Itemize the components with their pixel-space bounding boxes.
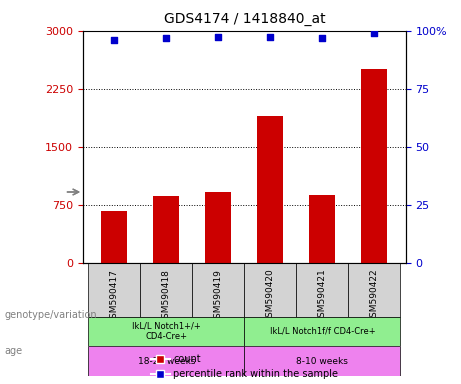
Text: IkL/L Notch1+/+
CD4-Cre+: IkL/L Notch1+/+ CD4-Cre+ [132,322,201,341]
Text: 18-20 weeks: 18-20 weeks [137,357,195,366]
Text: age: age [5,346,23,356]
FancyBboxPatch shape [244,263,296,316]
Bar [257,116,284,263]
FancyBboxPatch shape [140,263,192,316]
Point [215,33,222,40]
Legend: count, percentile rank within the sample: count, percentile rank within the sample [147,350,342,383]
FancyBboxPatch shape [296,263,349,316]
Point [266,33,274,40]
Text: GSM590417: GSM590417 [110,269,119,324]
FancyBboxPatch shape [88,346,244,376]
Text: 8-10 weeks: 8-10 weeks [296,357,349,366]
Text: GSM590421: GSM590421 [318,269,327,323]
Bar [309,195,336,263]
Text: GSM590420: GSM590420 [266,269,275,323]
Title: GDS4174 / 1418840_at: GDS4174 / 1418840_at [164,12,325,25]
Point [163,35,170,41]
Point [111,37,118,43]
Text: GSM590422: GSM590422 [370,269,379,323]
FancyBboxPatch shape [88,316,244,346]
Bar [101,210,127,263]
Bar [153,196,179,263]
FancyBboxPatch shape [88,263,140,316]
Point [319,35,326,41]
Text: GSM590419: GSM590419 [214,269,223,324]
FancyBboxPatch shape [349,263,401,316]
Text: genotype/variation: genotype/variation [5,310,97,320]
Point [371,30,378,36]
Text: GSM590418: GSM590418 [162,269,171,324]
Bar [361,70,387,263]
Text: IkL/L Notch1f/f CD4-Cre+: IkL/L Notch1f/f CD4-Cre+ [270,327,375,336]
Bar [205,192,231,263]
FancyBboxPatch shape [244,316,401,346]
FancyBboxPatch shape [244,346,401,376]
FancyBboxPatch shape [192,263,244,316]
